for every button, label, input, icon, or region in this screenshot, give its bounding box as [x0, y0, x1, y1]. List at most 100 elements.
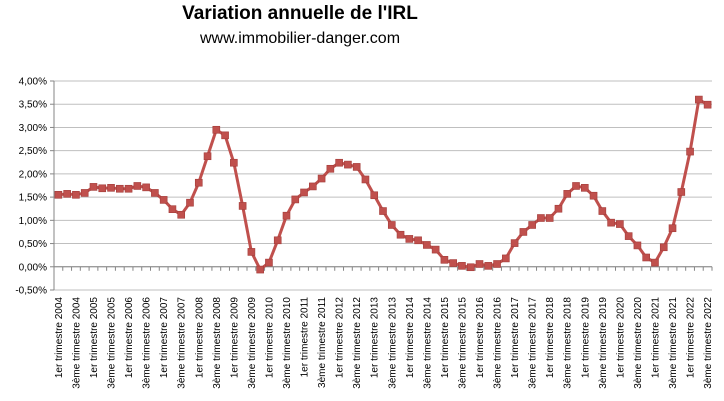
y-axis: -0,50% 0,00% 0,50% 1,00% 1,50% 2,00% 2,50% 3,00…	[15, 77, 55, 297]
data-point	[484, 262, 493, 270]
x-axis: 1er trimestre 2004 3ème trimestre 2004 1er…	[53, 266, 714, 389]
data-point	[580, 184, 589, 192]
data-point	[335, 158, 343, 167]
x-tick-label: 3ème trimestre 2010	[282, 297, 293, 389]
data-point	[247, 248, 256, 256]
data-point	[186, 198, 194, 207]
data-point	[589, 191, 598, 200]
x-tick-label: 3ème trimestre 2022	[703, 297, 714, 389]
data-point	[300, 188, 308, 197]
data-point	[598, 207, 607, 215]
x-tick-label: 1er trimestre 2015	[440, 297, 451, 379]
x-tick-label: 1er trimestre 2018	[545, 297, 556, 379]
data-point	[291, 195, 300, 204]
data-point	[545, 214, 554, 222]
x-tick-label: 1er trimestre 2012	[335, 297, 346, 379]
x-tick-label: 3ème trimestre 2009	[247, 297, 258, 389]
data-point	[221, 131, 229, 140]
data-point	[466, 263, 475, 272]
gridlines	[54, 80, 712, 291]
x-tick-label: 3ème trimestre 2005	[107, 297, 118, 389]
y-tick-label: 2,50%	[19, 146, 47, 157]
x-tick-label: 1er trimestre 2009	[229, 297, 240, 379]
data-point	[89, 183, 98, 191]
y-tick-label: 0,50%	[19, 239, 47, 250]
data-point	[440, 256, 449, 264]
data-point	[54, 190, 63, 199]
data-point	[203, 152, 212, 161]
data-point	[159, 196, 168, 204]
data-point	[616, 220, 624, 228]
data-point	[177, 210, 186, 219]
data-point	[273, 236, 282, 245]
data-point	[238, 202, 247, 210]
y-tick-label: -0,50%	[15, 286, 47, 297]
data-point	[563, 190, 572, 198]
x-tick-label: 1er trimestre 2017	[510, 297, 521, 379]
data-point	[168, 205, 177, 213]
data-point	[256, 265, 264, 274]
data-point	[423, 241, 431, 249]
data-point	[414, 236, 422, 245]
x-tick-label: 3ème trimestre 2016	[493, 297, 504, 389]
data-point	[572, 182, 580, 190]
y-tick-label: 1,50%	[19, 193, 47, 204]
x-tick-label: 1er trimestre 2022	[686, 297, 697, 379]
x-tick-label: 1er trimestre 2006	[124, 297, 135, 379]
x-tick-label: 3ème trimestre 2014	[422, 297, 433, 389]
data-point	[352, 163, 361, 171]
data-point	[124, 184, 133, 193]
x-tick-label: 1er trimestre 2010	[264, 297, 275, 379]
x-tick-label: 3ème trimestre 2019	[598, 297, 609, 389]
x-tick-label: 1er trimestre 2005	[89, 297, 100, 379]
data-point	[212, 125, 221, 134]
x-tick-label: 1er trimestre 2004	[54, 297, 65, 379]
data-point	[265, 258, 273, 267]
data-point	[502, 254, 510, 263]
data-point	[554, 204, 563, 213]
data-point	[624, 232, 633, 240]
x-tick-label: 1er trimestre 2007	[159, 297, 170, 379]
data-point	[370, 191, 379, 200]
chart-subtitle: www.immobilier-danger.com	[199, 30, 401, 47]
data-point	[703, 100, 712, 109]
data-point	[387, 221, 396, 229]
x-tick-label: 3ème trimestre 2020	[633, 297, 644, 389]
x-tick-label: 3ème trimestre 2004	[71, 297, 82, 389]
x-tick-label: 1er trimestre 2011	[300, 297, 311, 378]
data-point	[317, 174, 326, 183]
x-tick-label: 3ème trimestre 2008	[212, 297, 223, 389]
data-point	[642, 253, 651, 262]
series-line	[58, 98, 709, 272]
data-point	[528, 221, 536, 229]
y-tick-label: 3,50%	[19, 100, 47, 111]
y-tick-label: 4,00%	[19, 77, 47, 88]
data-point	[695, 95, 703, 104]
data-point	[326, 164, 335, 173]
data-point	[537, 214, 545, 222]
x-tick-label: 3ème trimestre 2012	[352, 297, 363, 389]
x-tick-label: 3ème trimestre 2007	[177, 297, 188, 389]
x-tick-label: 3ème trimestre 2011	[317, 297, 328, 388]
y-tick-label: 3,00%	[19, 123, 47, 134]
data-point	[686, 147, 694, 156]
data-point	[282, 211, 291, 220]
x-tick-label: 3ème trimestre 2013	[387, 297, 398, 389]
data-point	[344, 160, 352, 169]
data-point	[458, 262, 466, 270]
data-point	[677, 188, 686, 196]
data-point	[519, 228, 528, 236]
data-point	[510, 239, 519, 247]
data-point	[98, 184, 107, 193]
data-point	[607, 218, 615, 227]
data-point	[431, 245, 440, 254]
chart-title: Variation annuelle de l'IRL	[182, 3, 418, 24]
data-point	[116, 184, 124, 193]
data-point	[142, 183, 150, 192]
data-point	[107, 184, 115, 192]
x-tick-label: 1er trimestre 2014	[405, 297, 416, 379]
y-tick-label: 0,00%	[19, 262, 47, 273]
data-point	[194, 178, 203, 187]
data-point	[396, 230, 405, 239]
data-point	[72, 190, 80, 199]
